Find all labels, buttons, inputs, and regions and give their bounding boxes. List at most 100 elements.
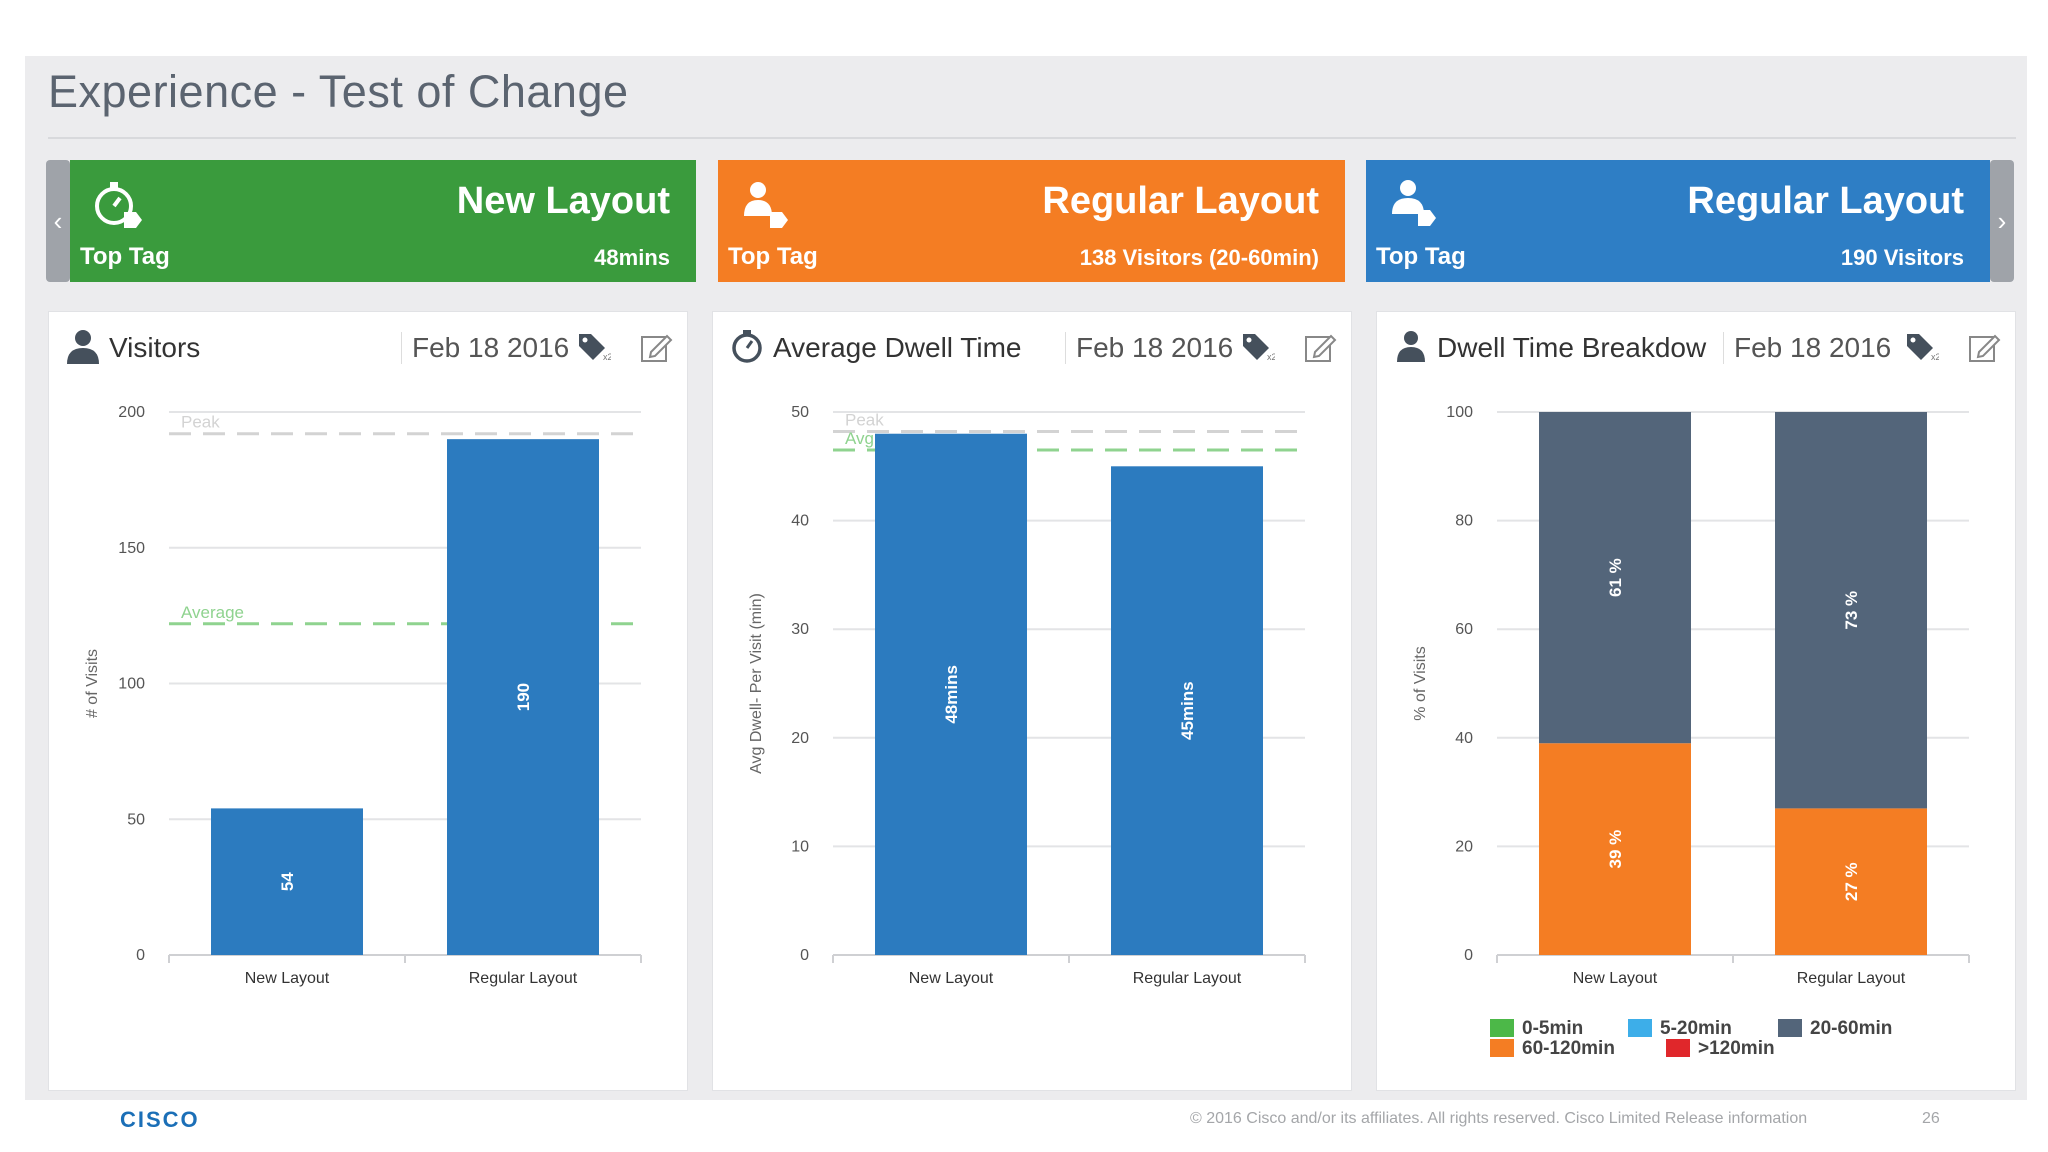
bar-value-label: 48mins — [942, 665, 961, 724]
tile-value: 190 Visitors — [1840, 245, 1964, 270]
y-tick-label: 10 — [791, 838, 809, 855]
stopwatch-icon — [732, 330, 762, 363]
y-tick-label: 80 — [1455, 513, 1473, 530]
legend-item: 0-5min — [1490, 1018, 1583, 1040]
tag-icon[interactable]: x2 — [1241, 332, 1275, 362]
segment-value-label: 27 % — [1842, 862, 1861, 901]
bar-value-label: 190 — [514, 683, 533, 711]
x-category-label: New Layout — [909, 970, 994, 987]
tile-top-tag-label: Top Tag — [80, 243, 170, 270]
card-date: Feb 18 2016 — [401, 332, 569, 364]
edit-icon[interactable] — [639, 330, 673, 364]
y-tick-label: 30 — [791, 621, 809, 638]
person-icon — [67, 330, 99, 364]
bar — [1111, 466, 1263, 955]
tag-count: x2 — [603, 352, 611, 362]
y-tick-label: 0 — [1464, 947, 1473, 964]
edit-icon[interactable] — [1967, 330, 2001, 364]
tile-top-tag-label: Top Tag — [1376, 243, 1466, 270]
y-tick-label: 100 — [118, 676, 145, 693]
legend-item: 20-60min — [1778, 1018, 1892, 1040]
visitors-chart-card: Visitors Feb 18 2016 x2 0 50 100 150 200 # of… — [48, 311, 688, 1091]
legend-item: 60-120min — [1490, 1038, 1615, 1060]
tile-title: Regular Layout — [1042, 180, 1319, 222]
tile-top-tag-label: Top Tag — [728, 243, 818, 270]
card-date: Feb 18 2016 — [1065, 332, 1233, 364]
y-tick-label: 60 — [1455, 621, 1473, 638]
kpi-tile-regular-layout-visitors-range[interactable]: Top Tag Regular Layout 138 Visitors (20-… — [718, 160, 1345, 282]
card-title: Dwell Time Breakdow — [1437, 332, 1707, 363]
y-tick-label: 20 — [1455, 838, 1473, 855]
stacked-bar-segment — [1775, 808, 1927, 955]
x-category-label: Regular Layout — [1797, 970, 1906, 987]
segment-value-label: 39 % — [1606, 830, 1625, 869]
x-category-label: Regular Layout — [469, 970, 578, 987]
reference-line-label: Average — [181, 603, 244, 622]
y-axis-label: % of Visits — [1412, 646, 1429, 720]
tile-value: 138 Visitors (20-60min) — [1079, 245, 1319, 270]
tag-count: x2 — [1931, 352, 1939, 362]
bar — [211, 808, 363, 955]
y-tick-label: 200 — [118, 404, 145, 421]
y-tick-label: 40 — [1455, 730, 1473, 747]
person-icon — [1397, 331, 1425, 362]
legend-swatch — [1666, 1039, 1690, 1057]
average-dwell-time-chart-card: Average Dwell Time Feb 18 2016 x2 0 10 20 3… — [712, 311, 1352, 1091]
reference-line-label: Peak — [181, 413, 220, 432]
footer-copyright: © 2016 Cisco and/or its affiliates. All … — [1190, 1110, 1808, 1127]
y-tick-label: 40 — [791, 513, 809, 530]
x-category-label: New Layout — [1573, 970, 1658, 987]
legend-swatch — [1490, 1039, 1514, 1057]
y-tick-label: 20 — [791, 730, 809, 747]
y-tick-label: 0 — [136, 947, 145, 964]
stopwatch-tag-icon — [95, 182, 142, 228]
y-axis-label: Avg Dwell- Per Visit (min) — [748, 593, 765, 774]
legend-item: >120min — [1666, 1038, 1775, 1060]
kpi-tile-new-layout[interactable]: Top Tag New Layout 48mins — [70, 160, 696, 282]
carousel-next-button[interactable]: › — [1990, 160, 2014, 282]
segment-value-label: 61 % — [1606, 558, 1625, 597]
y-tick-label: 50 — [127, 811, 145, 828]
person-tag-icon — [744, 182, 788, 228]
visitors-bar-chart: 0 50 100 150 200 # of Visits Peak Average 54 New … — [84, 404, 642, 987]
dwell-breakdown-stacked-chart: 0 20 40 60 80 100 % of Visits 39 % 61 % New Layou… — [1412, 404, 1970, 987]
legend-item: 5-20min — [1628, 1018, 1732, 1040]
y-tick-label: 0 — [800, 947, 809, 964]
x-category-label: Regular Layout — [1133, 970, 1242, 987]
tile-title: New Layout — [456, 180, 670, 222]
y-axis-label: # of Visits — [84, 649, 101, 718]
reference-line-label: Peak — [845, 411, 884, 430]
tile-value: 48mins — [594, 245, 670, 270]
y-tick-label: 100 — [1446, 404, 1473, 421]
bar-value-label: 45mins — [1178, 681, 1197, 740]
kpi-tile-regular-layout-visitors[interactable]: Top Tag Regular Layout 190 Visitors — [1366, 160, 1990, 282]
dwell-time-breakdown-chart-card: Dwell Time Breakdow Feb 18 2016 x2 0 20 40… — [1376, 311, 2016, 1091]
bar-value-label: 54 — [278, 872, 297, 891]
tag-icon[interactable]: x2 — [577, 332, 611, 362]
y-tick-label: 150 — [118, 540, 145, 557]
card-title: Average Dwell Time — [773, 332, 1022, 363]
cisco-logo: CISCO — [120, 1107, 200, 1132]
legend-swatch — [1490, 1019, 1514, 1037]
bar — [875, 433, 1027, 956]
page-number: 26 — [1922, 1110, 1940, 1127]
y-tick-label: 50 — [791, 404, 809, 421]
legend-swatch — [1778, 1019, 1802, 1037]
card-title: Visitors — [109, 332, 201, 363]
edit-icon[interactable] — [1303, 330, 1337, 364]
carousel-prev-button[interactable]: ‹ — [46, 160, 70, 282]
stacked-bar-segment — [1539, 412, 1691, 744]
dwell-time-bar-chart: 0 10 20 30 40 50 Avg Dwell- Per Visit (min) Pea… — [748, 404, 1306, 987]
tile-title: Regular Layout — [1687, 180, 1964, 222]
segment-value-label: 73 % — [1842, 591, 1861, 630]
title-divider — [48, 137, 2016, 139]
card-date: Feb 18 2016 — [1723, 332, 1891, 364]
reference-line-label: Avg — [845, 429, 874, 448]
tag-icon[interactable]: x2 — [1905, 332, 1939, 362]
x-category-label: New Layout — [245, 970, 330, 987]
bar — [447, 439, 599, 955]
stacked-bar-segment — [1775, 412, 1927, 809]
stacked-bar-segment — [1539, 743, 1691, 955]
page-title: Experience - Test of Change — [48, 66, 629, 117]
tag-count: x2 — [1267, 352, 1275, 362]
